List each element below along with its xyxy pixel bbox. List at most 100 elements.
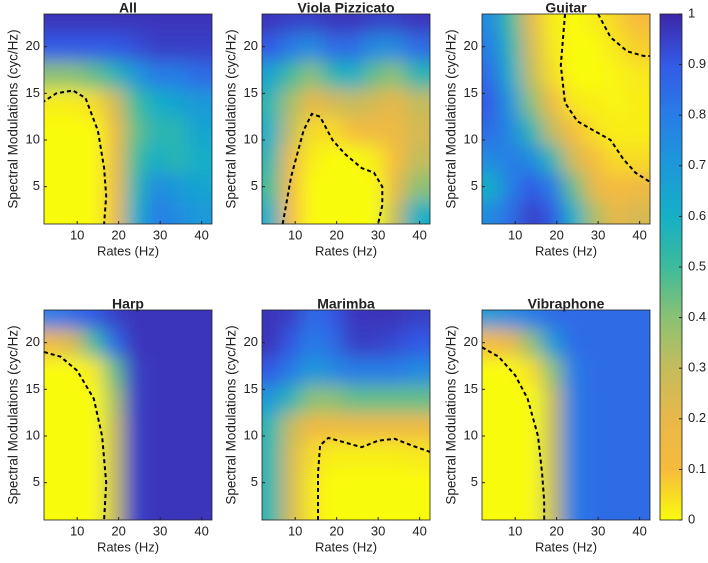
heat-cell — [542, 496, 564, 520]
heat-cell — [301, 144, 323, 174]
heat-cell — [145, 384, 167, 414]
heat-cell — [521, 384, 543, 414]
y-tick-label: 20 — [26, 334, 40, 349]
heat-cell — [604, 116, 626, 146]
heat-cell — [363, 60, 385, 90]
heat-cell — [322, 14, 344, 34]
heat-cell — [542, 440, 564, 470]
heat-cell — [521, 200, 543, 224]
heat-cell — [384, 356, 406, 386]
heat-cell — [384, 172, 406, 202]
heat-cell — [166, 144, 188, 174]
heat-cell — [625, 328, 650, 358]
heat-cell — [322, 116, 344, 146]
heat-cell — [124, 32, 147, 62]
x-tick-label: 40 — [632, 523, 646, 538]
heat-cell — [124, 310, 147, 330]
heat-cell — [363, 496, 385, 520]
heat-cell — [83, 32, 105, 62]
heat-cell — [104, 356, 126, 386]
heat-cell — [604, 412, 626, 442]
heat-cell — [187, 384, 212, 414]
heat-cell — [500, 144, 522, 174]
heat-cell — [262, 14, 282, 34]
heat-cell — [124, 412, 147, 442]
heat-cell — [542, 310, 564, 330]
heat-cell — [482, 172, 502, 202]
x-tick-label: 30 — [153, 227, 167, 242]
heat-cell — [280, 116, 302, 146]
heat-cell — [124, 172, 147, 202]
y-axis-label: Spectral Modulations (cyc/Hz) — [6, 325, 21, 504]
heat-cell — [562, 328, 585, 358]
x-tick-label: 30 — [153, 523, 167, 538]
heat-cell — [625, 412, 650, 442]
heat-cell — [262, 144, 282, 174]
heat-cell — [542, 116, 564, 146]
y-tick-label: 15 — [26, 85, 40, 100]
y-tick-label: 20 — [464, 334, 478, 349]
heat-cell — [500, 172, 522, 202]
heat-cell — [604, 496, 626, 520]
heat-cell — [301, 200, 323, 224]
heat-cell — [384, 144, 406, 174]
heat-cell — [583, 116, 605, 146]
heat-cell — [500, 328, 522, 358]
heat-cell — [280, 328, 302, 358]
heat-cell — [280, 412, 302, 442]
heat-cell — [322, 60, 344, 90]
contour-line — [317, 436, 430, 520]
heat-cell — [187, 468, 212, 498]
y-tick-label: 5 — [33, 178, 40, 193]
heat-cell — [44, 384, 64, 414]
heat-cell — [166, 384, 188, 414]
heat-cell — [62, 440, 84, 470]
heat-cell — [124, 384, 147, 414]
heat-cell — [301, 116, 323, 146]
heat-cell — [262, 440, 282, 470]
heat-cell — [562, 496, 585, 520]
heat-cell — [500, 412, 522, 442]
heat-cell — [363, 172, 385, 202]
heat-cell — [482, 440, 502, 470]
heat-cell — [625, 14, 650, 34]
plot-area — [44, 310, 212, 520]
heat-cell — [145, 412, 167, 442]
y-axis-label: Spectral Modulations (cyc/Hz) — [224, 29, 239, 208]
plot-area — [262, 310, 430, 520]
heat-cell — [342, 440, 365, 470]
heat-cell — [521, 14, 543, 34]
heat-cell — [280, 356, 302, 386]
heat-cell — [542, 14, 564, 34]
heat-cell — [363, 468, 385, 498]
heat-cell — [482, 468, 502, 498]
heat-cell — [405, 496, 430, 520]
heat-cell — [104, 172, 126, 202]
x-tick-label: 40 — [632, 227, 646, 242]
heat-cell — [405, 32, 430, 62]
heat-cell — [301, 384, 323, 414]
cells — [262, 310, 430, 520]
x-tick-label: 20 — [329, 227, 343, 242]
heat-cell — [583, 468, 605, 498]
axes-box — [481, 13, 651, 225]
panel-title: Vibraphone — [528, 296, 605, 312]
heat-cell — [62, 356, 84, 386]
heat-cell — [301, 88, 323, 118]
heat-cell — [604, 32, 626, 62]
contour-line — [44, 89, 108, 224]
heat-cell — [262, 412, 282, 442]
heat-cell — [604, 200, 626, 224]
heat-cell — [44, 88, 64, 118]
heat-cell — [384, 328, 406, 358]
cells — [262, 14, 430, 224]
heat-cell — [342, 14, 365, 34]
panel-title: All — [119, 0, 137, 16]
contour-line — [281, 112, 384, 224]
heat-cell — [604, 310, 626, 330]
heat-cell — [542, 88, 564, 118]
contour-line — [482, 346, 546, 520]
heat-cell — [583, 32, 605, 62]
heat-cell — [104, 468, 126, 498]
heat-cell — [280, 60, 302, 90]
